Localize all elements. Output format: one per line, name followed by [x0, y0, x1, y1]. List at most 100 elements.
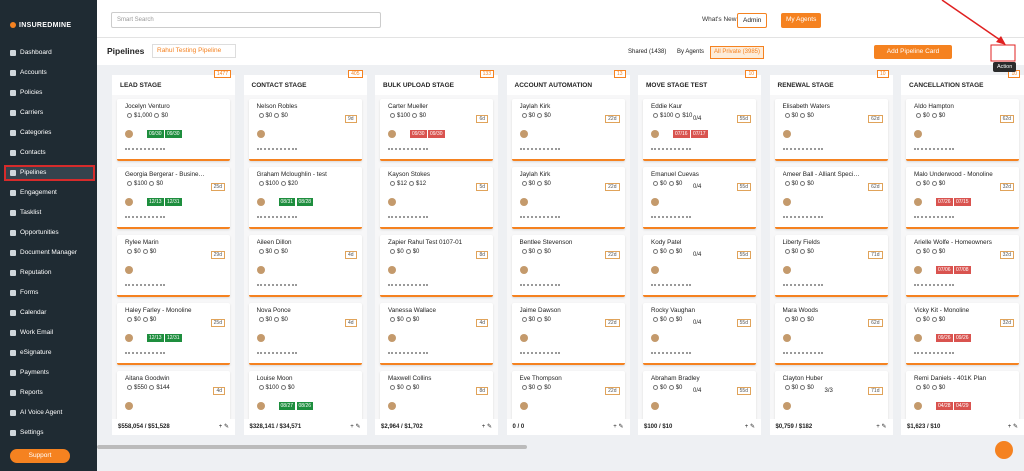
pipeline-card[interactable]: Zapier Rahul Test 0107-01 $0 $0 8d [380, 235, 493, 297]
avatar [256, 334, 265, 342]
card-list: Jaylah Kirk $0 $0 22d Jaylah Kirk $0 $0 22d Bent… [507, 95, 630, 419]
pipeline-card[interactable]: Remi Daniels - 401K Plan $0 $0 04/28 04/29 [906, 371, 1019, 419]
pipeline-card[interactable]: Jaime Dawson $0 $0 22d [511, 303, 625, 365]
pipeline-card[interactable]: Eddie Kaur $100 $10 0/4 55d 07/16 07/17 [643, 99, 756, 161]
pipeline-card[interactable]: Aileen Dillon $0 $0 4d [248, 235, 362, 297]
nav-item[interactable]: Engagement [4, 185, 95, 201]
pipeline-card[interactable]: Rocky Vaughan $0 $0 0/4 55d [643, 303, 756, 365]
pipeline-card[interactable]: Graham Mcloughlin - test $100 $20 08/31 08/2… [248, 167, 362, 229]
card-list: Carter Mueller $100 $0 6d 09/30 09/30 Kayson S… [375, 95, 498, 419]
pipeline-card[interactable]: Ameer Ball - Alliant Special Liability -… [774, 167, 888, 229]
avatar [782, 266, 791, 274]
tooltip: Action [993, 62, 1017, 72]
nav-item[interactable]: Settings [4, 425, 95, 441]
nav-item[interactable]: Work Email [4, 325, 95, 341]
pipeline-card[interactable]: Clayton Huber $0 $0 3/3 71d [774, 371, 888, 419]
pipeline-card[interactable]: Elisabeth Waters $0 $0 62d [774, 99, 888, 161]
date-badge: 08/31 [278, 198, 296, 206]
pipeline-card[interactable]: Nelson Robles $0 $0 9d [248, 99, 362, 161]
pipeline-card[interactable]: Nova Ponce $0 $0 4d [248, 303, 362, 365]
pipeline-card[interactable]: Maxwell Collins $0 $0 8d [380, 371, 493, 419]
commission: $0 [412, 317, 420, 323]
nav-item[interactable]: Pipelines [4, 165, 95, 181]
column-header: CANCELLATION STAGE 10 [901, 70, 1024, 95]
premium: $100 [134, 181, 148, 187]
card-actions [651, 352, 691, 355]
pipeline-column: CANCELLATION STAGE 10 Aldo Hampton $0 $0 62d M… [901, 70, 1024, 435]
agents-button[interactable]: My Agents [781, 13, 822, 28]
card-name: Kody Patel [651, 239, 682, 246]
column-title: ACCOUNT AUTOMATION [514, 82, 593, 89]
whats-new[interactable]: What's New [702, 16, 737, 23]
card-amounts: $0 $0 [914, 385, 1011, 391]
card-name: Emanuel Cuevas [651, 171, 699, 178]
date-badge: 07/08 [954, 266, 971, 274]
nav-item[interactable]: Tasklist [4, 205, 95, 221]
date-badge: 04/28 [936, 402, 953, 410]
pipeline-card[interactable]: Vanessa Wallace $0 $0 4d [380, 303, 493, 365]
column-footer: $0,759 / $182 [769, 419, 893, 435]
nav-item[interactable]: Policies [4, 85, 95, 101]
nav-item[interactable]: AI Voice Agent [4, 405, 95, 421]
nav-item[interactable]: Opportunities [4, 225, 95, 241]
pipeline-card[interactable]: Vicky Kit - Monoline $0 $0 32d 09/26 09/26 [906, 303, 1019, 365]
support-button[interactable]: Support [10, 449, 70, 463]
nav-item[interactable]: Reputation [4, 265, 95, 281]
filter-tab[interactable]: All Private (3985) [710, 46, 765, 59]
pipeline-column: RENEWAL STAGE 10 Elisabeth Waters $0 $0 62d Am… [769, 70, 893, 435]
pipeline-card[interactable]: Carter Mueller $100 $0 6d 09/30 09/30 [380, 99, 493, 161]
pipeline-card[interactable]: Aldo Hampton $0 $0 62d [906, 99, 1019, 161]
pipeline-card[interactable]: Haley Farley - Monoline $0 $0 25d 12/13 12/31 [117, 303, 230, 365]
pipeline-select[interactable]: Rahul Testing Pipeline [152, 44, 237, 58]
nav-item[interactable]: Contacts [4, 145, 95, 161]
pipeline-card[interactable]: Liberty Fields $0 $0 71d [774, 235, 888, 297]
nav-item[interactable]: Categories [4, 125, 95, 141]
nav-item[interactable]: Accounts [4, 65, 95, 81]
pipeline-card[interactable]: Jaylah Kirk $0 $0 22d [511, 167, 625, 229]
nav-item[interactable]: Calendar [4, 305, 95, 321]
pipeline-card[interactable]: Kody Patel $0 $0 0/4 55d [643, 235, 756, 297]
pipeline-card[interactable]: Arielle Wolfe - Homeowners $0 $0 32d 07/06 07… [906, 235, 1019, 297]
logo: INSUREDMINE [10, 22, 71, 29]
card-actions [519, 284, 560, 287]
pipeline-card[interactable]: Eve Thompson $0 $0 22d [511, 371, 625, 419]
pipeline-card[interactable]: Bentlee Stevenson $0 $0 22d [511, 235, 625, 297]
pipeline-card[interactable]: Abraham Bradley $0 $0 0/4 55d [643, 371, 756, 419]
pipeline-card[interactable]: Georgia Bergerar - Business Auto $100 $0 25… [117, 167, 230, 229]
nav-item[interactable]: Forms [4, 285, 95, 301]
card-actions [519, 216, 560, 219]
filter-tab[interactable]: By Agents [677, 49, 705, 55]
avatar [651, 198, 659, 206]
pipeline-card[interactable]: Kayson Stokes $12 $12 5d [380, 167, 493, 229]
card-name: Eve Thompson [519, 375, 562, 382]
chat-button [995, 441, 1013, 459]
days-badge: 4d [476, 319, 488, 327]
nav-item[interactable]: Carriers [4, 105, 95, 121]
pipeline-card[interactable]: Louise Moon $100 $0 08/27 08/26 [248, 371, 362, 419]
nav-item[interactable]: Reports [4, 385, 95, 401]
search-box[interactable]: Smart Search [111, 12, 381, 28]
pipeline-card[interactable]: Emanuel Cuevas $0 $0 0/4 55d [643, 167, 756, 229]
pipeline-card[interactable]: Jocelyn Venturo $1,000 $0 09/30 09/30 [117, 99, 230, 161]
avatar [256, 198, 265, 206]
card-amounts: $0 $0 [125, 317, 222, 323]
role-select[interactable]: Admin [737, 13, 768, 28]
card-name: Graham Mcloughlin - test [256, 171, 327, 178]
days-badge: 71d [868, 251, 883, 259]
date-badge: 08/26 [296, 402, 314, 410]
filter-tab[interactable]: Shared (1438) [628, 49, 667, 55]
card-actions [651, 148, 691, 151]
nav-item[interactable]: eSignature [4, 345, 95, 361]
nav-item[interactable]: Dashboard [4, 45, 95, 61]
pipeline-card[interactable]: Rylee Marin $0 $0 29d [117, 235, 230, 297]
nav-item[interactable]: Payments [4, 365, 95, 381]
nav-item[interactable]: Document Manager [4, 245, 95, 261]
column-count: 13 [613, 70, 626, 78]
pipeline-card[interactable]: Aitana Goodwin $550 $144 4d [117, 371, 230, 419]
add-card-button[interactable]: Add Pipeline Card [874, 45, 952, 59]
card-actions [388, 352, 428, 355]
pipeline-card[interactable]: Jaylah Kirk $0 $0 22d [511, 99, 625, 161]
pipeline-card[interactable]: Mara Woods $0 $0 62d [774, 303, 888, 365]
pipeline-card[interactable]: Malo Underwood - Monoline $0 $0 32d 07/26 07/… [906, 167, 1019, 229]
